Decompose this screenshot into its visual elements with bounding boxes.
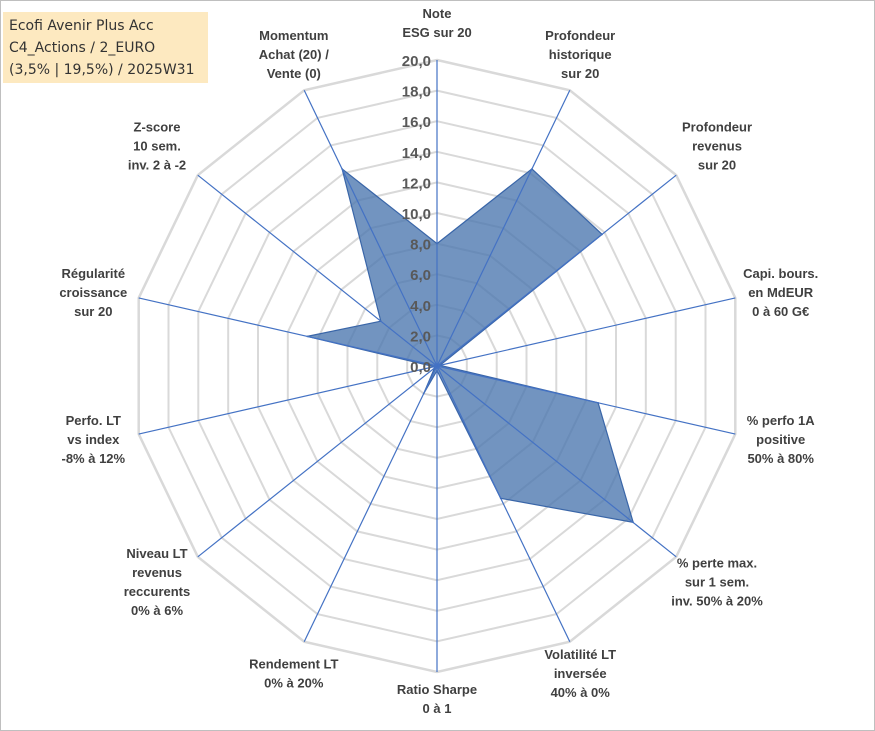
axis-label-line: Note <box>423 6 452 21</box>
axis-label: Régularité croissance sur 20 <box>59 266 127 319</box>
axis-spoke <box>303 365 438 642</box>
axis-label: % perfo 1A positive 50% à 80% <box>747 413 816 466</box>
axis-label: Ratio Sharpe 0 à 1 <box>397 682 477 716</box>
tick-label: 2,0 <box>410 328 431 345</box>
axis-label-line: sur 20 <box>74 304 112 319</box>
axis-label-line: 50% à 80% <box>747 451 814 466</box>
axis-label-line: reccurents <box>124 584 190 599</box>
axis-label-line: 0% à 20% <box>264 675 324 690</box>
title-line-1: Ecofi Avenir Plus Acc <box>9 18 154 34</box>
axis-label-line: ESG sur 20 <box>402 25 471 40</box>
tick-label: 16,0 <box>402 114 431 131</box>
title-line-3: (3,5% | 19,5%) / 2025W31 <box>9 62 195 78</box>
axis-label-line: Ratio Sharpe <box>397 682 477 697</box>
axis-label-line: positive <box>756 432 805 447</box>
axis-label-line: Z-score <box>134 120 181 135</box>
axis-label: Z-score 10 sem. inv. 2 à -2 <box>128 120 186 173</box>
axis-label-line: inv. 50% à 20% <box>671 593 763 608</box>
axis-label-line: % perte max. <box>677 555 757 570</box>
axis-label-line: sur 20 <box>698 158 736 173</box>
tick-label: 10,0 <box>402 206 431 223</box>
axis-label-line: inv. 2 à -2 <box>128 158 186 173</box>
axis-label: Rendement LT 0% à 20% <box>249 656 338 690</box>
tick-label: 20,0 <box>402 53 431 70</box>
axis-spoke <box>197 365 438 558</box>
axis-label-line: sur 1 sem. <box>685 574 749 589</box>
axis-label-line: 0 à 1 <box>423 701 452 716</box>
data-series <box>306 167 635 524</box>
axis-label: Note ESG sur 20 <box>402 6 471 40</box>
axis-spoke <box>436 365 677 558</box>
axis-label: % perte max. sur 1 sem. inv. 50% à 20% <box>671 555 763 608</box>
axis-label-line: Capi. bours. <box>743 266 818 281</box>
title-line-2: C4_Actions / 2_EURO <box>9 40 156 56</box>
axis-label-line: inversée <box>554 666 607 681</box>
axis-label-line: -8% à 12% <box>62 451 126 466</box>
axis-label-line: Niveau LT <box>126 546 187 561</box>
axis-label: Volatilité LT inversée 40% à 0% <box>544 647 616 700</box>
axis-label: Profondeur historique sur 20 <box>545 28 615 81</box>
axis-spoke <box>436 174 677 367</box>
axis-label-line: Volatilité LT <box>544 647 616 662</box>
axis-label: Niveau LT revenus reccurents 0% à 6% <box>124 546 190 618</box>
axis-label-line: en MdEUR <box>748 285 814 300</box>
axis-label-line: Profondeur <box>682 120 752 135</box>
axis-label-line: % perfo 1A <box>747 413 816 428</box>
chart-title-box: Ecofi Avenir Plus Acc C4_Actions / 2_EUR… <box>3 12 208 83</box>
axis-spoke <box>436 90 571 367</box>
axis-label: Capi. bours. en MdEUR 0 à 60 G€ <box>743 266 818 319</box>
tick-label: 6,0 <box>410 267 431 284</box>
axis-label-line: historique <box>549 47 612 62</box>
axis-label-line: Profondeur <box>545 28 615 43</box>
series-area <box>307 167 635 524</box>
axis-spoke <box>436 365 736 435</box>
axis-label-line: 40% à 0% <box>551 685 611 700</box>
tick-label: 12,0 <box>402 175 431 192</box>
axis-spoke <box>138 365 438 435</box>
axis-label-line: Perfo. LT <box>66 413 121 428</box>
axis-label: Profondeur revenus sur 20 <box>682 120 752 173</box>
tick-label: 4,0 <box>410 298 431 315</box>
tick-label: 8,0 <box>410 237 431 254</box>
axis-label-line: Rendement LT <box>249 656 338 671</box>
axis-label-line: 10 sem. <box>133 139 181 154</box>
axis-spokes <box>138 60 736 672</box>
axis-spoke <box>436 365 571 642</box>
axis-label-line: 0 à 60 G€ <box>752 304 809 319</box>
axis-labels: Note ESG sur 20 Profondeur historique sur 20… <box>59 6 818 716</box>
tick-label: 18,0 <box>402 84 431 101</box>
tick-label: 14,0 <box>402 145 431 162</box>
axis-spoke <box>303 90 438 367</box>
axis-label-line: revenus <box>132 565 182 580</box>
axis-spoke <box>197 174 438 367</box>
tick-label: 0,0 <box>410 359 431 376</box>
axis-label-line: Vente (0) <box>267 66 321 81</box>
axis-label-line: Régularité <box>62 266 126 281</box>
axis-label-line: revenus <box>692 139 742 154</box>
axis-spoke <box>436 297 736 367</box>
axis-label-line: sur 20 <box>561 66 599 81</box>
tick-labels: 0,0 2,0 4,0 6,0 8,0 10,0 12,0 14,0 16,0 18,0 20,0 <box>402 53 431 376</box>
axis-spoke <box>138 297 438 367</box>
axis-label: Momentum Achat (20) / Vente (0) <box>259 28 329 81</box>
axis-label-line: Achat (20) / <box>259 47 329 62</box>
axis-label-line: vs index <box>67 432 120 447</box>
axis-label-line: Momentum <box>259 28 328 43</box>
axis-label-line: croissance <box>59 285 127 300</box>
axis-label: Perfo. LT vs index -8% à 12% <box>62 413 126 466</box>
axis-label-line: 0% à 6% <box>131 603 183 618</box>
